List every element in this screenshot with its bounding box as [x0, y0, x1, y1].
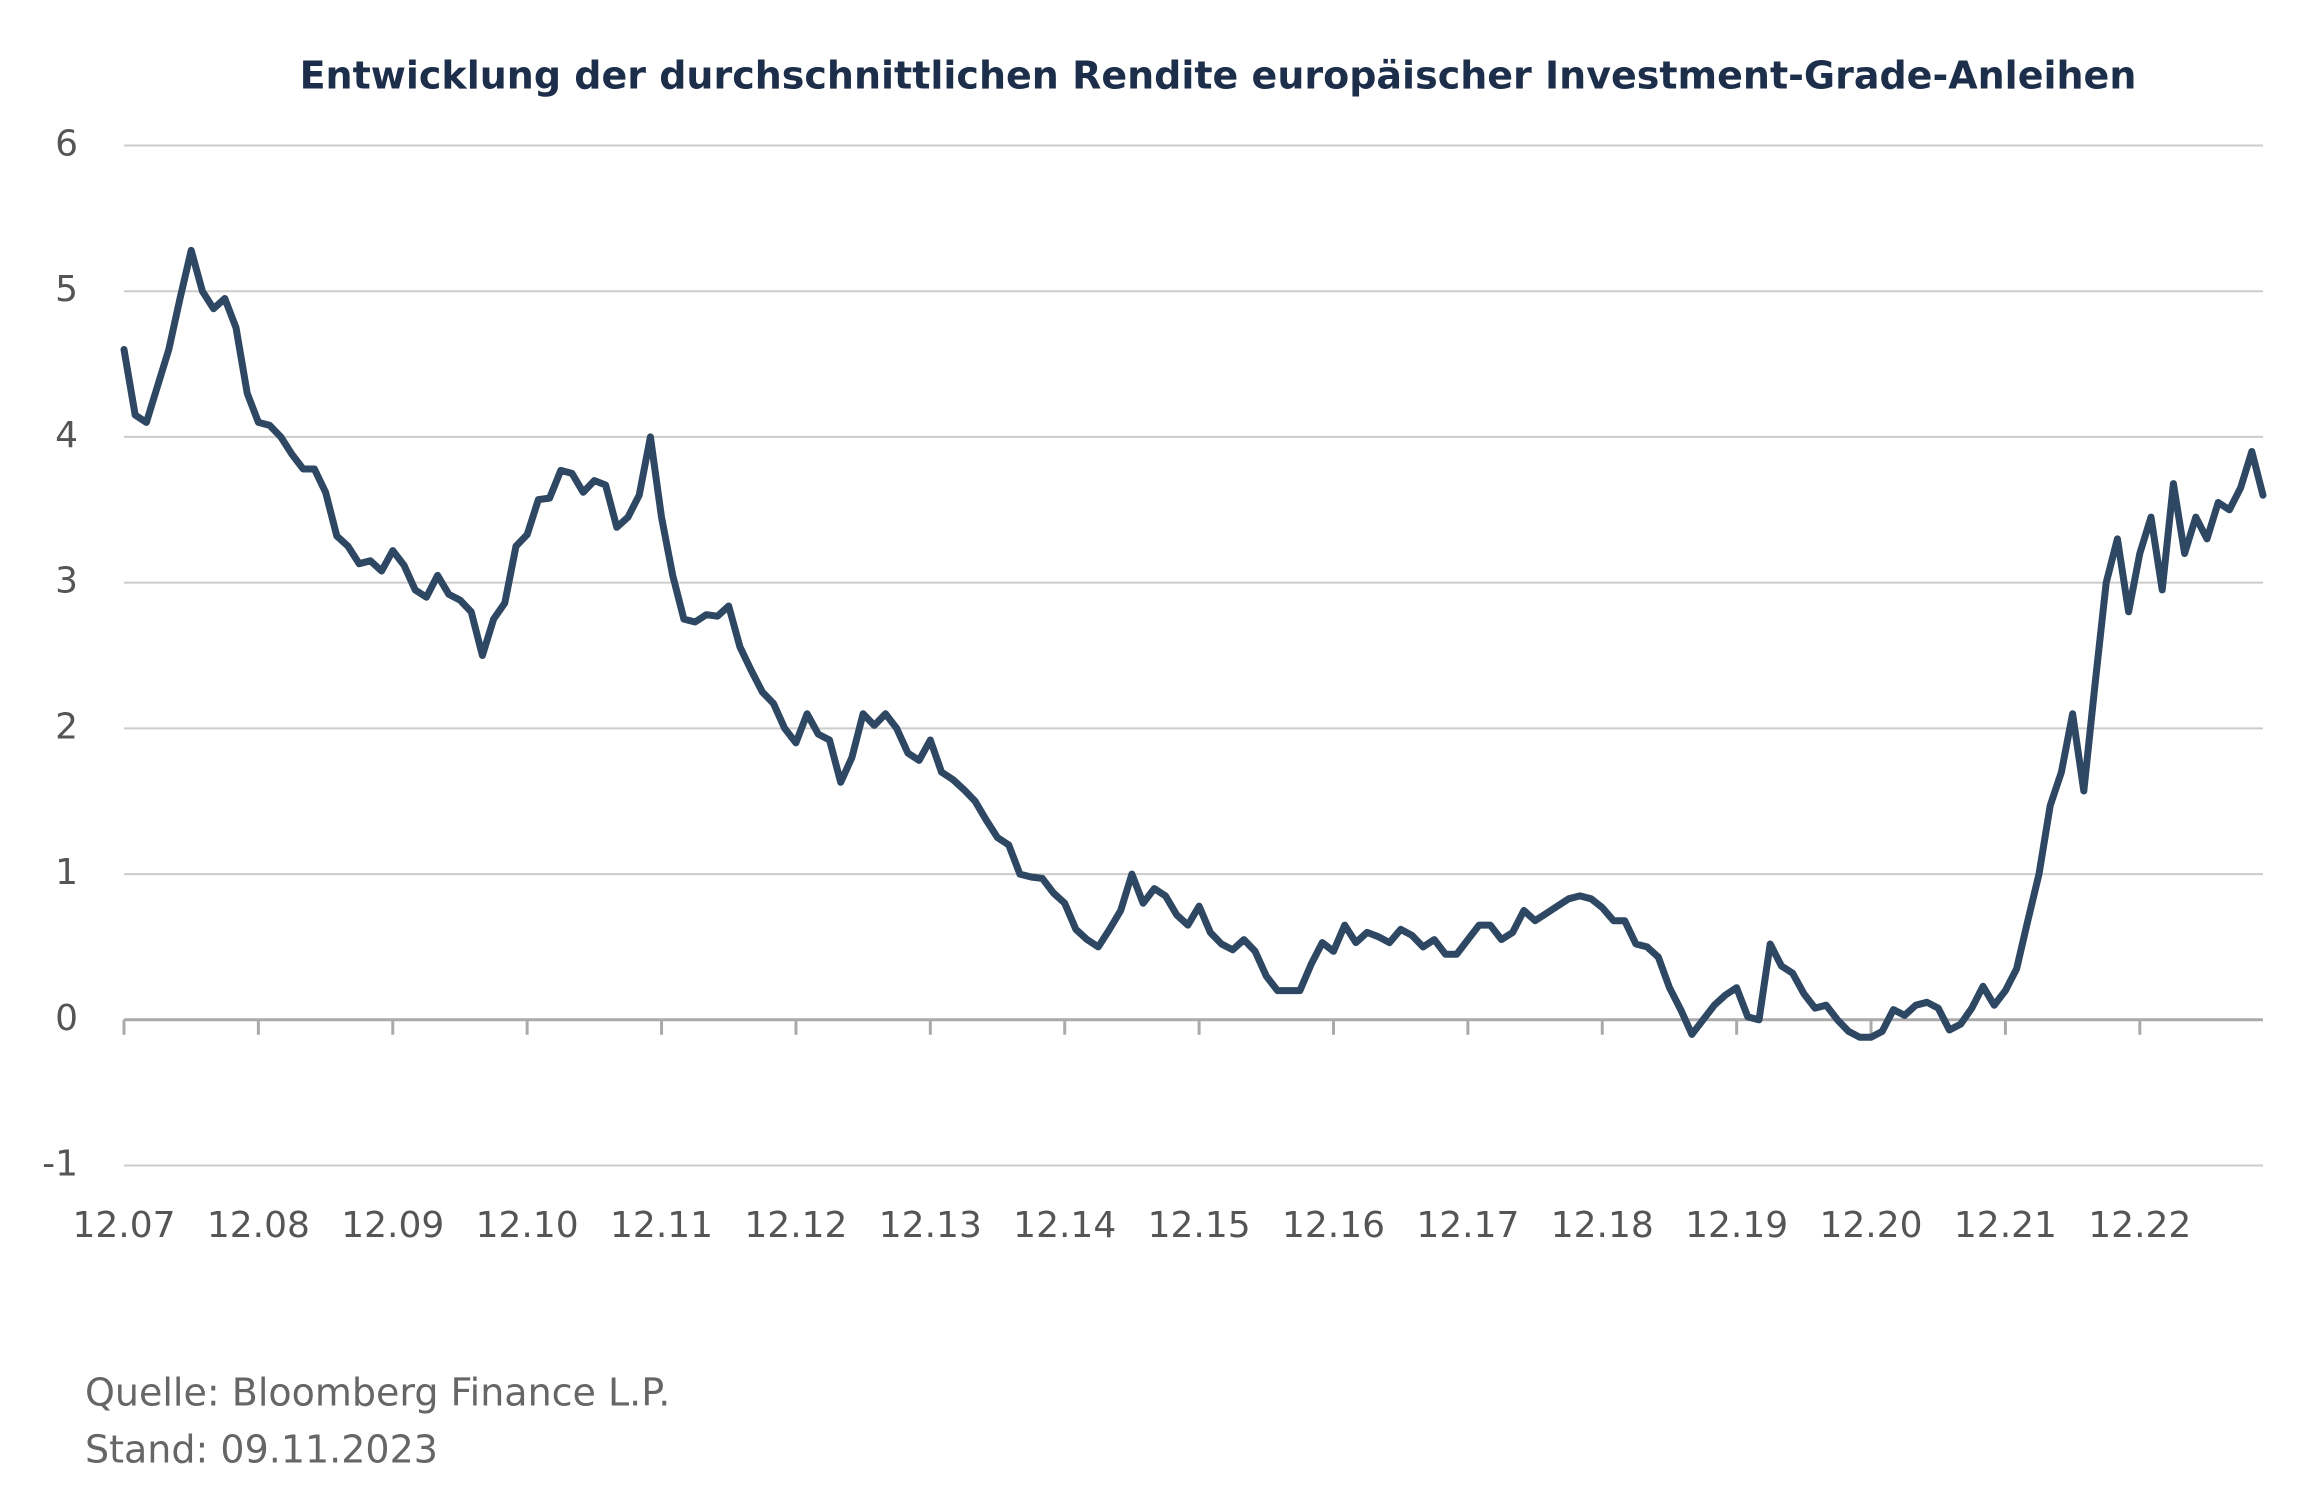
y-tick-label: 5: [55, 269, 78, 310]
data-line: [120, 246, 2267, 1041]
x-tick-label: 12.15: [1148, 1205, 1251, 1246]
x-tick-label: 12.19: [1685, 1205, 1788, 1246]
y-tick-label: 2: [55, 706, 78, 747]
x-tick-label: 12.14: [1013, 1205, 1116, 1246]
chart-title: Entwicklung der durchschnittlichen Rendi…: [300, 54, 2137, 98]
x-tick-label: 12.18: [1551, 1205, 1654, 1246]
x-tick-label: 12.08: [207, 1205, 310, 1246]
x-tick-label: 12.10: [476, 1205, 579, 1246]
y-tick-label: 3: [55, 561, 78, 602]
x-tick-label: 12.16: [1282, 1205, 1385, 1246]
y-tick-label: 1: [55, 852, 78, 893]
x-tick-label: 12.20: [1820, 1205, 1923, 1246]
y-tick-label: -1: [42, 1144, 78, 1185]
source-note: Quelle: Bloomberg Finance L.P.: [85, 1371, 670, 1415]
y-tick-label: 4: [55, 415, 78, 456]
x-tick-label: 12.07: [72, 1205, 175, 1246]
y-tick-label: 6: [55, 124, 78, 165]
date-note: Stand: 09.11.2023: [85, 1428, 438, 1472]
x-tick-label: 12.17: [1416, 1205, 1519, 1246]
x-tick-label: 12.22: [2088, 1205, 2191, 1246]
x-tick-label: 12.21: [1954, 1205, 2057, 1246]
x-tick-label: 12.13: [879, 1205, 982, 1246]
x-tick-label: 12.11: [610, 1205, 713, 1246]
x-tick-label: 12.09: [341, 1205, 444, 1246]
y-tick-label: 0: [55, 998, 78, 1039]
x-tick-label: 12.12: [744, 1205, 847, 1246]
